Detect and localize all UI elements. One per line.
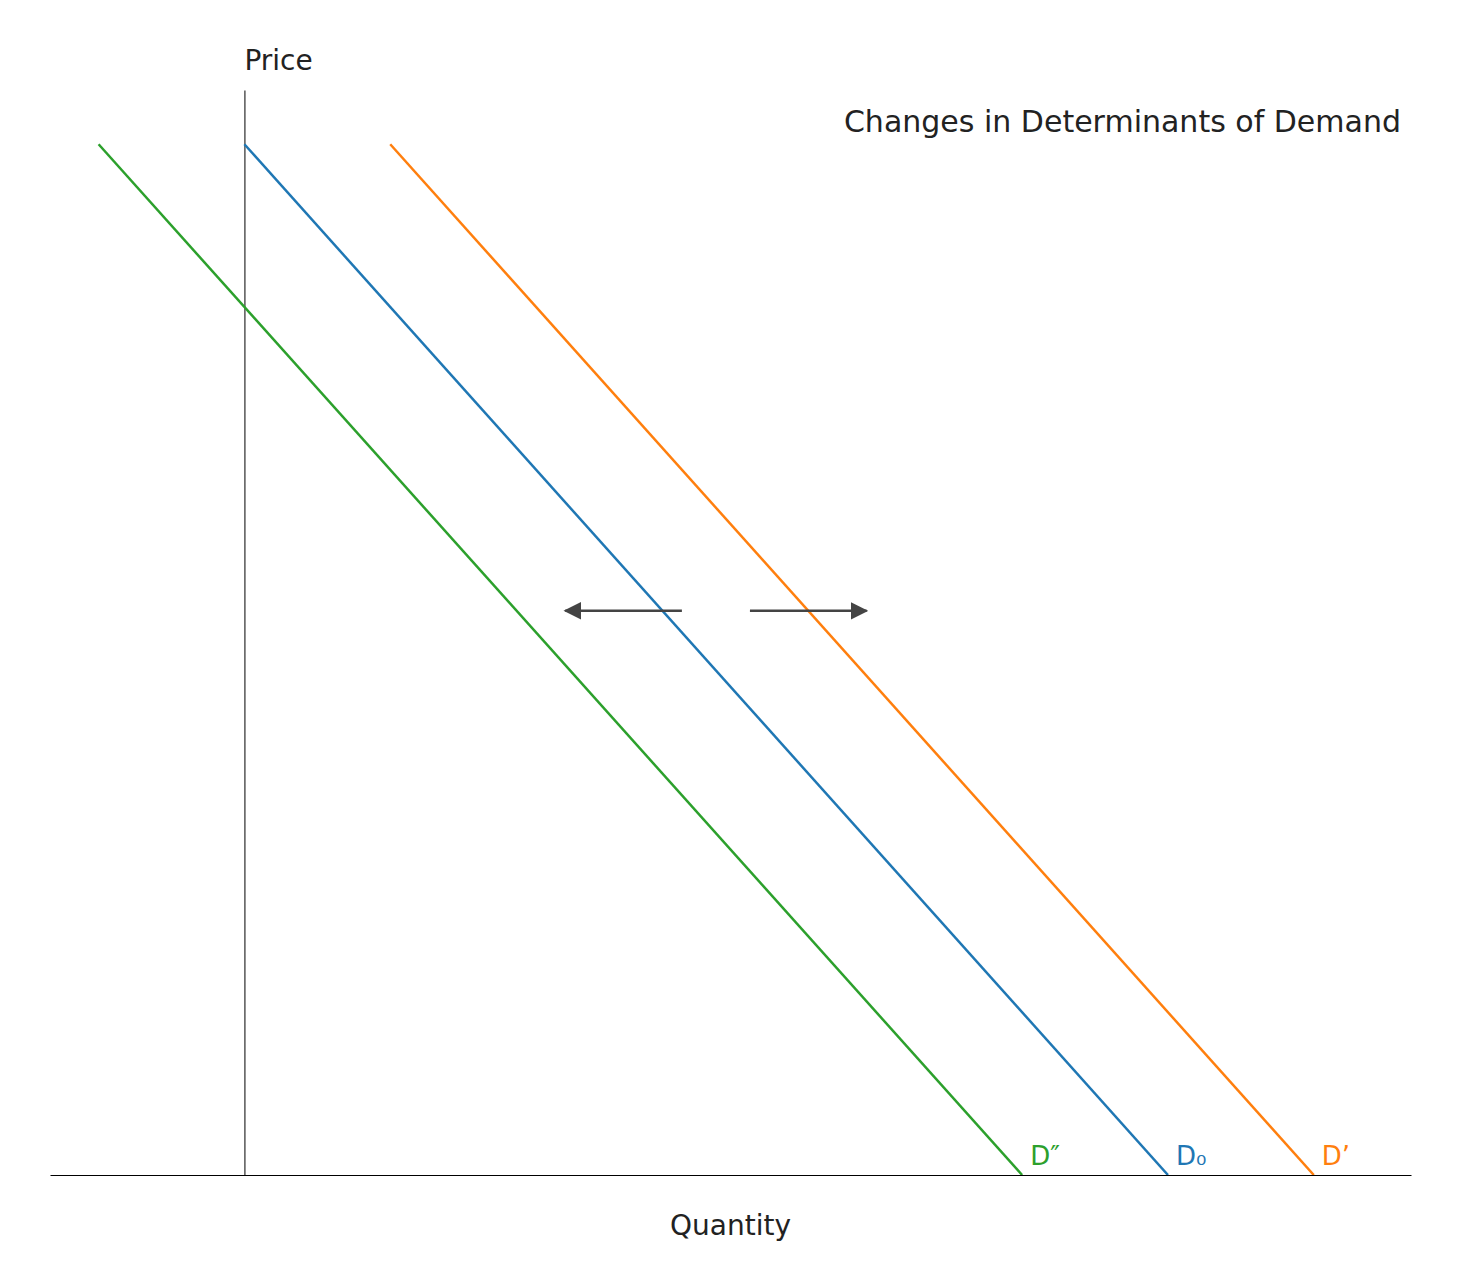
line-label: D″ <box>1030 1141 1060 1171</box>
marks <box>99 144 1314 1175</box>
demand-line <box>390 144 1314 1175</box>
line-label: D₀ <box>1176 1141 1206 1171</box>
shift-arrow <box>750 610 867 613</box>
chart: D₀ D’ D″ Changes in Determinants of Demand P… <box>0 0 1461 1275</box>
demand-line <box>99 144 1023 1175</box>
demand-line <box>244 144 1168 1175</box>
labels: D₀ D’ D″ Changes in Determinants of Demand P… <box>244 44 1401 1242</box>
shift-arrow <box>565 610 682 613</box>
y-axis-title: Price <box>244 44 312 77</box>
y-axis <box>244 91 245 1176</box>
y-axis-line <box>244 91 245 1176</box>
line-label: D’ <box>1322 1141 1350 1171</box>
x-axis <box>51 1175 1412 1176</box>
plot-area: D₀ D’ D″ Changes in Determinants of Demand P… <box>51 44 1412 1242</box>
title: Changes in Determinants of Demand <box>844 104 1401 139</box>
x-axis-line <box>51 1175 1412 1176</box>
x-axis-title: Quantity <box>670 1209 791 1242</box>
